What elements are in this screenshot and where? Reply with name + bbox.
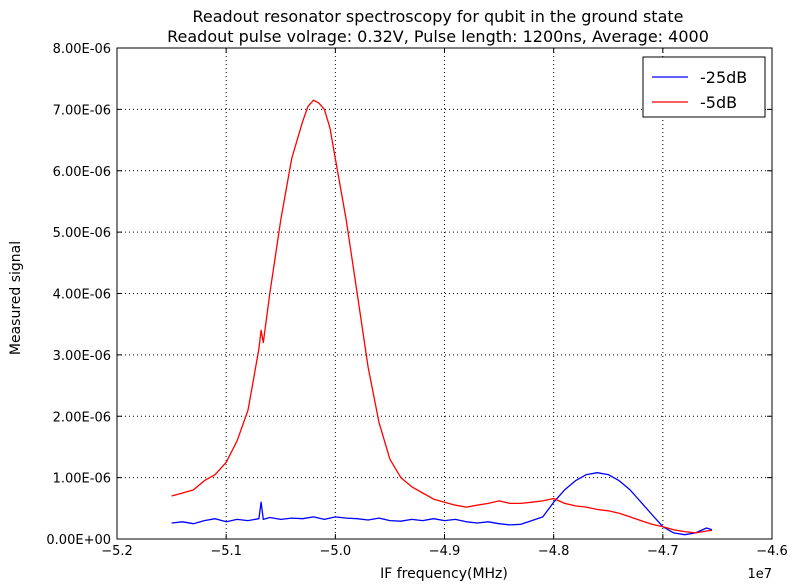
series-line-1 <box>171 99 713 534</box>
series-layer <box>171 99 713 536</box>
x-tick-label: −4.8 <box>538 544 570 559</box>
ticks: −5.2 −5.1 −5.0 −4.9 −4.8 −4.7 −4.6 0.00E+00 1.00… <box>46 42 787 559</box>
y-tick-label: 7.00E-06 <box>53 103 111 118</box>
y-tick-label: 3.00E-06 <box>53 349 111 364</box>
x-tick-label: −4.9 <box>429 544 461 559</box>
y-tick-label: 0.00E+00 <box>46 533 111 548</box>
y-tick-label: 5.00E-06 <box>53 226 111 241</box>
chart-subtitle: Readout pulse volrage: 0.32V, Pulse leng… <box>167 27 709 46</box>
y-tick-label: 6.00E-06 <box>53 165 111 180</box>
y-tick-label: 1.00E-06 <box>53 472 111 487</box>
legend-label-1: -5dB <box>700 93 737 112</box>
legend: -25dB -5dB <box>642 56 766 118</box>
x-tick-label: −5.2 <box>101 544 133 559</box>
series-line-0 <box>171 472 713 536</box>
legend-label-0: -25dB <box>700 68 747 87</box>
chart-title: Readout resonator spectroscopy for qubit… <box>193 7 684 26</box>
y-tick-label: 4.00E-06 <box>53 288 111 303</box>
x-axis-label: IF frequency(MHz) <box>380 566 508 582</box>
legend-box <box>642 56 766 118</box>
x-offset-label: 1e7 <box>747 567 772 582</box>
y-axis-label: Measured signal <box>8 241 24 355</box>
x-tick-label: −5.1 <box>210 544 242 559</box>
y-tick-label: 8.00E-06 <box>53 42 111 57</box>
y-tick-label: 2.00E-06 <box>53 410 111 425</box>
plot-area <box>117 48 772 539</box>
x-tick-label: −4.7 <box>647 544 679 559</box>
x-tick-label: −4.6 <box>756 544 788 559</box>
x-tick-label: −5.0 <box>320 544 352 559</box>
